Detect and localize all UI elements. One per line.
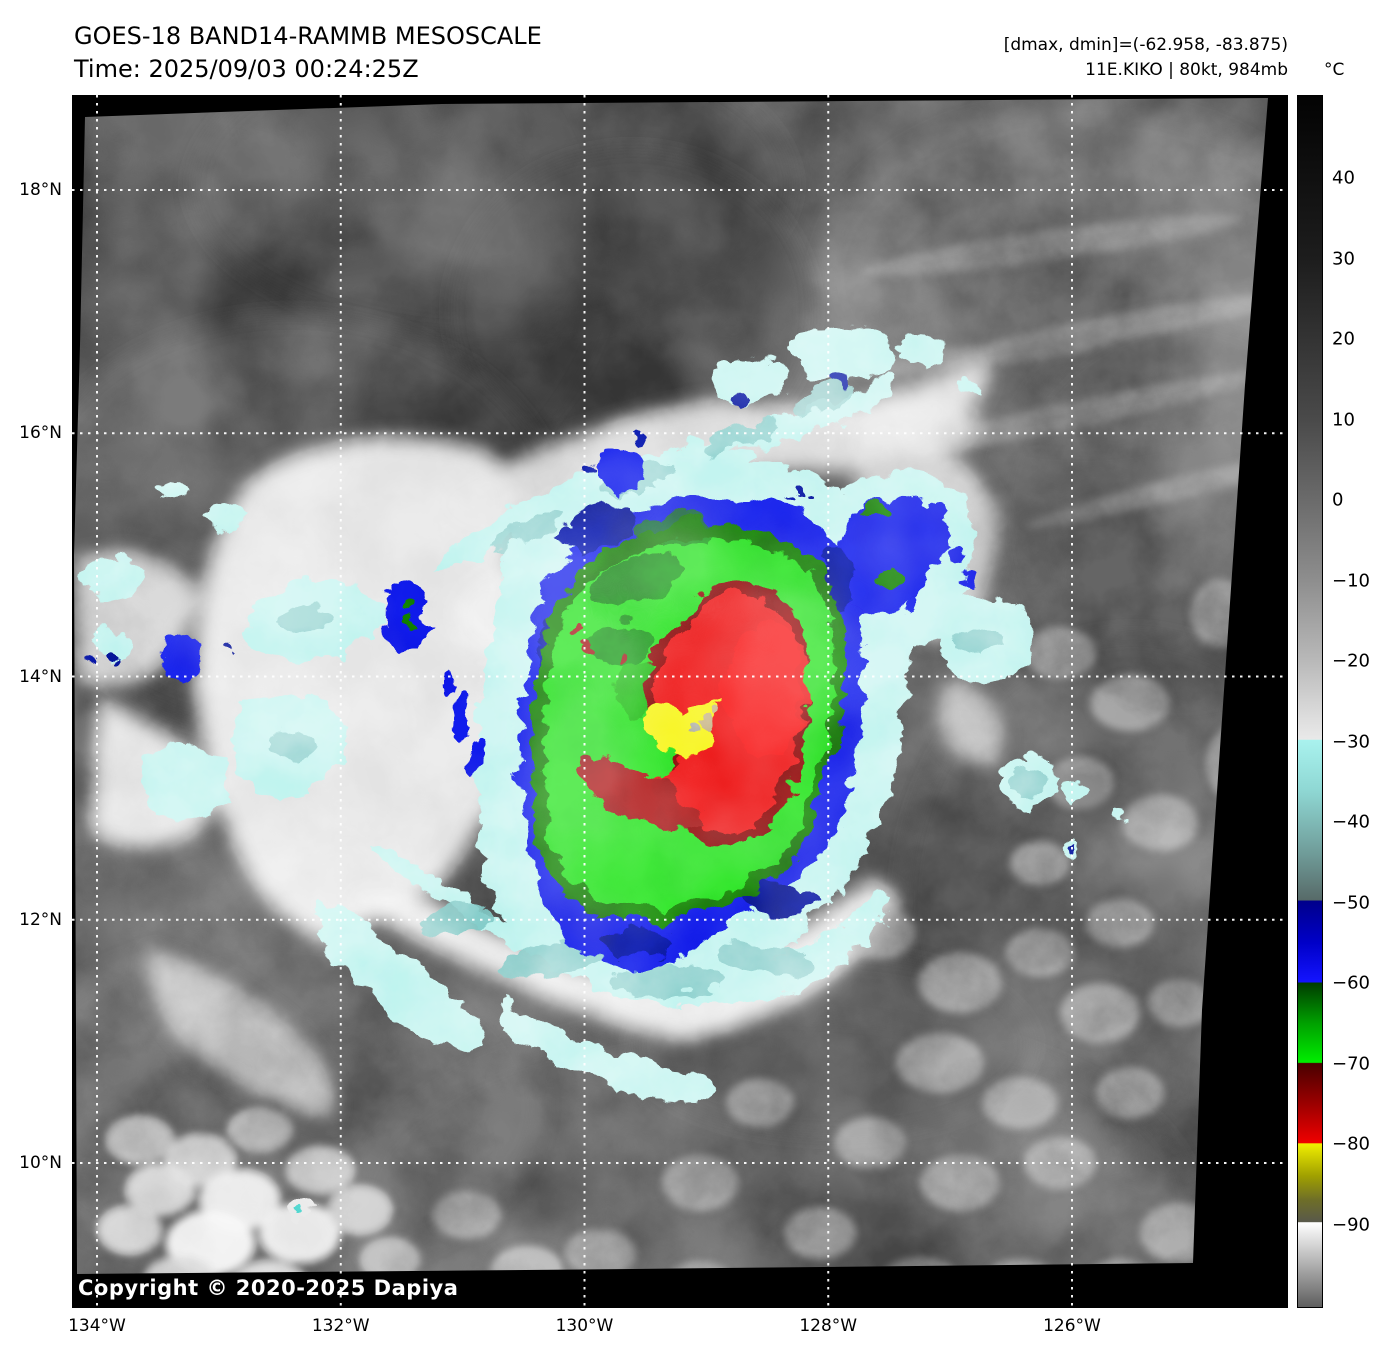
colorbar-units-label: °C xyxy=(1324,60,1345,80)
colorbar-tick-label: −80 xyxy=(1332,1133,1370,1155)
latitude-tick-label: 10°N xyxy=(19,1153,62,1173)
latitude-tick-label: 18°N xyxy=(19,180,62,200)
colorbar-tick-label: 30 xyxy=(1332,248,1355,269)
hurricane-graphic xyxy=(72,95,1288,1308)
latitude-tick-label: 14°N xyxy=(19,666,62,687)
colorbar-tick-label: 20 xyxy=(1332,328,1355,350)
copyright-watermark: Copyright © 2020-2025 Dapiya xyxy=(78,1276,459,1300)
colorbar-tick-label: −10 xyxy=(1332,570,1370,592)
storm-info-readout: 11E.KIKO | 80kt, 984mb xyxy=(1085,59,1288,80)
colorbar-tick-label: −60 xyxy=(1332,972,1370,994)
figure-title: GOES-18 BAND14-RAMMB MESOSCALE xyxy=(74,22,542,50)
dmax-dmin-readout: [dmax, dmin]=(-62.958, -83.875) xyxy=(1003,35,1288,55)
longitude-tick-label: 128°W xyxy=(799,1316,858,1336)
title-block: GOES-18 BAND14-RAMMB MESOSCALE Time: 202… xyxy=(74,20,542,86)
colorbar-tick-label: 10 xyxy=(1332,409,1355,431)
info-block: [dmax, dmin]=(-62.958, -83.875) 11E.KIKO… xyxy=(1004,33,1288,82)
satellite-map: Copyright © 2020-2025 Dapiya xyxy=(72,95,1288,1308)
colorbar xyxy=(1297,95,1323,1308)
colorbar-tick-label: −20 xyxy=(1332,650,1370,672)
longitude-tick-label: 126°W xyxy=(1043,1316,1101,1336)
noise-texture-coarse xyxy=(74,98,1268,1274)
colorbar-tick-label: −50 xyxy=(1332,892,1370,914)
colorbar-tick-label: 40 xyxy=(1332,167,1355,189)
satellite-data-region xyxy=(74,98,1268,1274)
colorbar-tick-label: −30 xyxy=(1332,731,1370,753)
longitude-tick-label: 134°W xyxy=(68,1316,126,1336)
colorbar-tick-label: −40 xyxy=(1332,811,1370,833)
colorbar-tick-label: −90 xyxy=(1332,1214,1370,1236)
latitude-tick-label: 16°N xyxy=(19,423,62,444)
longitude-tick-label: 130°W xyxy=(555,1316,614,1336)
latitude-tick-label: 12°N xyxy=(19,909,62,930)
graticule xyxy=(72,95,1288,1308)
colorbar-tick-label: −70 xyxy=(1332,1053,1370,1075)
colorbar-tick-label: 0 xyxy=(1332,489,1344,511)
longitude-tick-label: 132°W xyxy=(311,1316,370,1336)
figure-time: Time: 2025/09/03 00:24:25Z xyxy=(74,55,419,84)
